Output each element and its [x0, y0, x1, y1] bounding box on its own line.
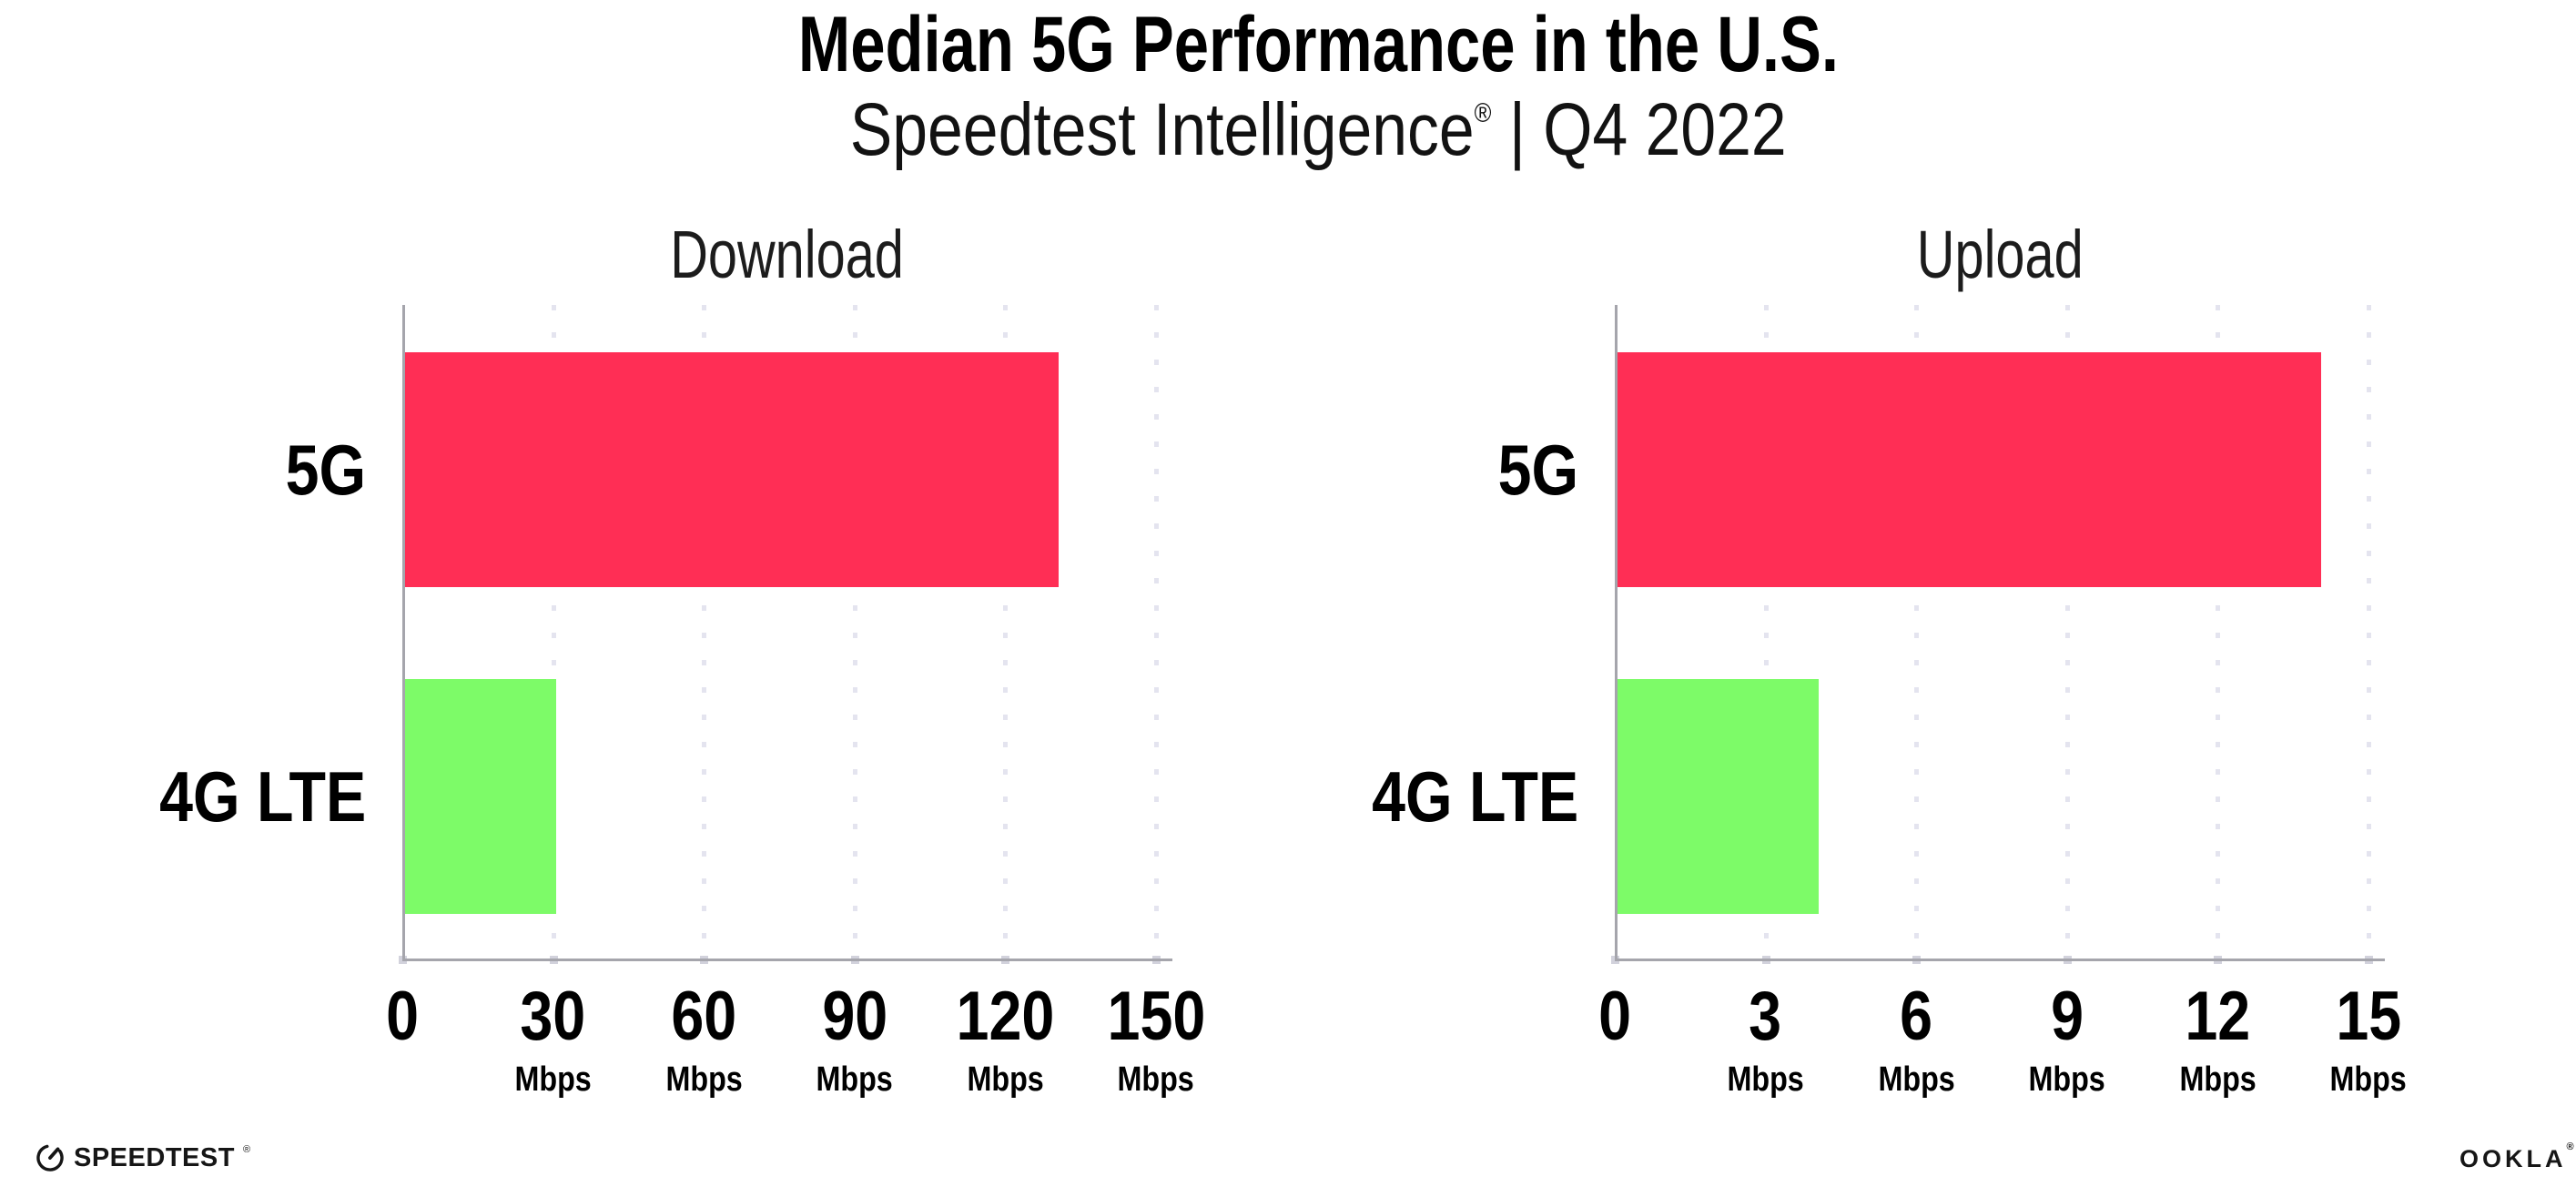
x-tick-0: 0	[320, 982, 484, 1051]
x-tick-value: 150	[1107, 978, 1205, 1055]
speedtest-logo: SPEEDTEST ®	[35, 1140, 250, 1176]
bar-5g-download	[405, 352, 1059, 587]
category-label-text: 5G	[1497, 430, 1578, 510]
gridline-60-mbps	[702, 305, 707, 959]
x-tick-0: 0	[1533, 982, 1697, 1051]
x-tick-value: 3	[1749, 978, 1782, 1055]
gridline-150-mbps	[1154, 305, 1159, 959]
speedtest-wordmark: SPEEDTEST	[74, 1142, 235, 1172]
x-tick-value: 9	[2050, 978, 2084, 1055]
upload-x-axis-line	[1615, 959, 2385, 961]
x-tick-unit: Mbps	[2028, 1060, 2105, 1099]
x-tick-value: 120	[956, 978, 1055, 1055]
page-title-text: Median 5G Performance in the U.S.	[797, 1, 1839, 88]
gridline-30-mbps	[551, 305, 556, 959]
category-label-5g: 5G	[1367, 352, 1578, 587]
category-label-text: 4G LTE	[158, 756, 366, 837]
x-tick-60: 60 Mbps	[622, 978, 786, 1099]
x-tick-6: 6 Mbps	[1834, 978, 1998, 1099]
x-tick-150: 150 Mbps	[1074, 978, 1238, 1099]
subtitle-brand: Speedtest Intelligence	[849, 88, 1475, 171]
x-tick-unit: Mbps	[514, 1060, 592, 1099]
gridline-15-mbps	[2367, 305, 2371, 959]
gridline-3-mbps	[1763, 305, 1769, 959]
page-subtitle: Speedtest Intelligence® | Q4 2022	[60, 88, 2576, 171]
x-tick-12: 12 Mbps	[2135, 978, 2299, 1099]
x-tick-unit: Mbps	[665, 1060, 743, 1099]
gridline-6-mbps	[1914, 305, 1920, 959]
ookla-registered-mark-icon: ®	[2566, 1141, 2576, 1152]
x-tick-value: 0	[386, 978, 419, 1055]
gridline-90-mbps	[852, 305, 857, 959]
x-tick-15: 15 Mbps	[2287, 978, 2450, 1099]
speedtest-gauge-icon	[36, 1144, 64, 1172]
subtitle-period: | Q4 2022	[1491, 88, 1787, 171]
bar-4g-lte-download	[405, 679, 556, 914]
upload-chart-title: Upload	[1604, 221, 2396, 289]
gridline-12-mbps	[2216, 305, 2221, 959]
x-tick-unit: Mbps	[967, 1060, 1044, 1099]
x-tick-9: 9 Mbps	[1985, 978, 2149, 1099]
category-label-text: 5G	[285, 430, 366, 510]
page-title: Median 5G Performance in the U.S.	[60, 4, 2576, 86]
x-tick-unit: Mbps	[816, 1060, 893, 1099]
x-tick-90: 90 Mbps	[773, 978, 937, 1099]
upload-chart-title-text: Upload	[1916, 217, 2084, 292]
category-label-4g-lte: 4G LTE	[1367, 679, 1578, 914]
download-x-axis-line	[402, 959, 1172, 961]
x-tick-value: 90	[821, 978, 887, 1055]
x-tick-3: 3 Mbps	[1684, 978, 1848, 1099]
x-tick-value: 30	[520, 978, 586, 1055]
x-tick-30: 30 Mbps	[472, 978, 635, 1099]
x-tick-unit: Mbps	[2329, 1060, 2408, 1099]
category-label-4g-lte: 4G LTE	[155, 679, 366, 914]
x-tick-value: 60	[671, 978, 737, 1055]
upload-y-axis-line	[1615, 305, 1618, 961]
upload-chart: Upload 0 3 Mbps 6 Mbps 9 Mbps 12 Mbps 15 Mbps 5G 4G…	[1372, 221, 2407, 1098]
x-tick-value: 15	[2336, 978, 2401, 1055]
category-label-text: 4G LTE	[1371, 756, 1578, 837]
download-chart-title: Download	[391, 221, 1183, 289]
x-tick-unit: Mbps	[2179, 1060, 2257, 1099]
download-y-axis-line	[402, 305, 405, 961]
bar-4g-lte-upload	[1618, 679, 1819, 914]
ookla-wordmark: OOKLA	[2459, 1145, 2567, 1172]
bar-5g-upload	[1618, 352, 2321, 587]
registered-mark-icon: ®	[1474, 97, 1492, 128]
x-tick-unit: Mbps	[1878, 1060, 1955, 1099]
speedtest-registered-mark-icon: ®	[242, 1144, 251, 1155]
x-tick-value: 0	[1598, 978, 1631, 1055]
download-chart: Download 0 30 Mbps 60 Mbps 90 Mbps 120 Mbps 150 Mb…	[159, 221, 1205, 1098]
x-tick-value: 6	[1900, 978, 1933, 1055]
page-subtitle-text: Speedtest Intelligence® | Q4 2022	[849, 88, 1787, 171]
gridline-9-mbps	[2064, 305, 2070, 959]
category-label-5g: 5G	[155, 352, 366, 587]
ookla-logo: OOKLA®	[2459, 1141, 2576, 1173]
gridline-120-mbps	[1003, 305, 1009, 959]
x-tick-unit: Mbps	[1727, 1060, 1804, 1099]
x-tick-120: 120 Mbps	[923, 978, 1087, 1099]
x-tick-unit: Mbps	[1117, 1060, 1195, 1099]
x-tick-value: 12	[2185, 978, 2251, 1055]
download-chart-title-text: Download	[670, 217, 905, 292]
